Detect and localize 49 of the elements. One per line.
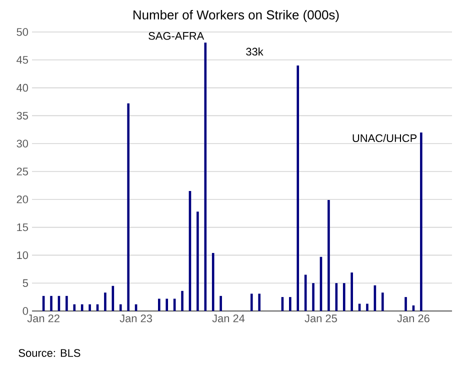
bar	[350, 272, 353, 311]
x-tick-label: Jan 23	[120, 314, 152, 322]
bar	[50, 296, 52, 311]
bar	[289, 297, 292, 311]
annotation: 33k	[246, 48, 264, 56]
bar	[181, 290, 184, 311]
bar	[196, 212, 199, 311]
x-tick-label: Jan 24	[212, 314, 245, 322]
bar	[88, 304, 91, 311]
bar	[220, 296, 222, 311]
bar	[358, 304, 361, 311]
bar	[73, 304, 76, 311]
y-tick-label: 50	[16, 28, 28, 36]
y-tick-label: 35	[16, 112, 28, 120]
x-tick-label: Jan 26	[397, 314, 430, 322]
bar	[258, 294, 260, 311]
y-tick-label: 0	[22, 307, 28, 315]
y-tick-label: 30	[16, 140, 28, 148]
bar	[342, 283, 346, 311]
bar	[381, 292, 384, 311]
bar	[166, 298, 168, 311]
bar	[404, 297, 407, 311]
bar	[312, 283, 314, 311]
bar	[204, 42, 207, 311]
bar	[296, 65, 300, 311]
bar	[80, 304, 84, 311]
bar	[119, 304, 122, 311]
annotation: SAG-AFRA	[148, 32, 204, 40]
x-tick-label: Jan 25	[304, 314, 337, 322]
bar	[420, 132, 422, 311]
y-tick-label: 20	[16, 196, 28, 204]
y-tick-label: 5	[22, 279, 28, 287]
y-tick-label: 10	[17, 251, 28, 260]
source-note: Source: BLS	[18, 349, 80, 357]
bar	[127, 103, 130, 311]
bar	[212, 252, 214, 311]
annotation: UNAC/UHCP	[352, 134, 417, 142]
bar	[250, 294, 253, 311]
bar	[158, 298, 160, 311]
y-tick-label: 15	[17, 223, 28, 232]
bar	[366, 304, 368, 311]
bar	[104, 292, 106, 311]
y-tick-label: 45	[16, 56, 28, 64]
bar	[328, 200, 330, 311]
bar	[66, 296, 68, 311]
y-tick-label: 40	[16, 84, 28, 92]
x-tick-label: Jan 22	[27, 314, 60, 322]
chart-title: Number of Workers on Strike (000s)	[134, 10, 339, 22]
y-tick-label: 25	[16, 168, 28, 176]
